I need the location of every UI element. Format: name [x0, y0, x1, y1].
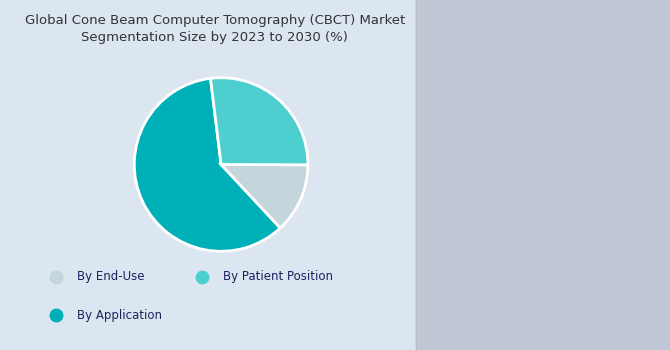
Text: ♜: ♜ [486, 268, 507, 292]
Text: Strategy & Stats: Strategy & Stats [544, 293, 613, 302]
Text: MARKET SIZE: MARKET SIZE [500, 63, 600, 77]
Wedge shape [210, 78, 308, 165]
Wedge shape [221, 164, 308, 228]
Text: source: www.snsinsider.com: source: www.snsinsider.com [496, 328, 604, 337]
Text: By Application: By Application [77, 308, 162, 322]
Text: SNS INSIDER: SNS INSIDER [541, 268, 616, 278]
Text: CAGR: CAGR [485, 112, 614, 154]
Text: By Patient Position: By Patient Position [223, 270, 333, 283]
Text: By End-Use: By End-Use [77, 270, 145, 283]
Wedge shape [134, 78, 280, 251]
Text: 11.9%: 11.9% [513, 179, 586, 199]
Text: Global Cone Beam Computer Tomography (CBCT) Market
Segmentation Size by 2023 to : Global Cone Beam Computer Tomography (CB… [25, 14, 405, 44]
